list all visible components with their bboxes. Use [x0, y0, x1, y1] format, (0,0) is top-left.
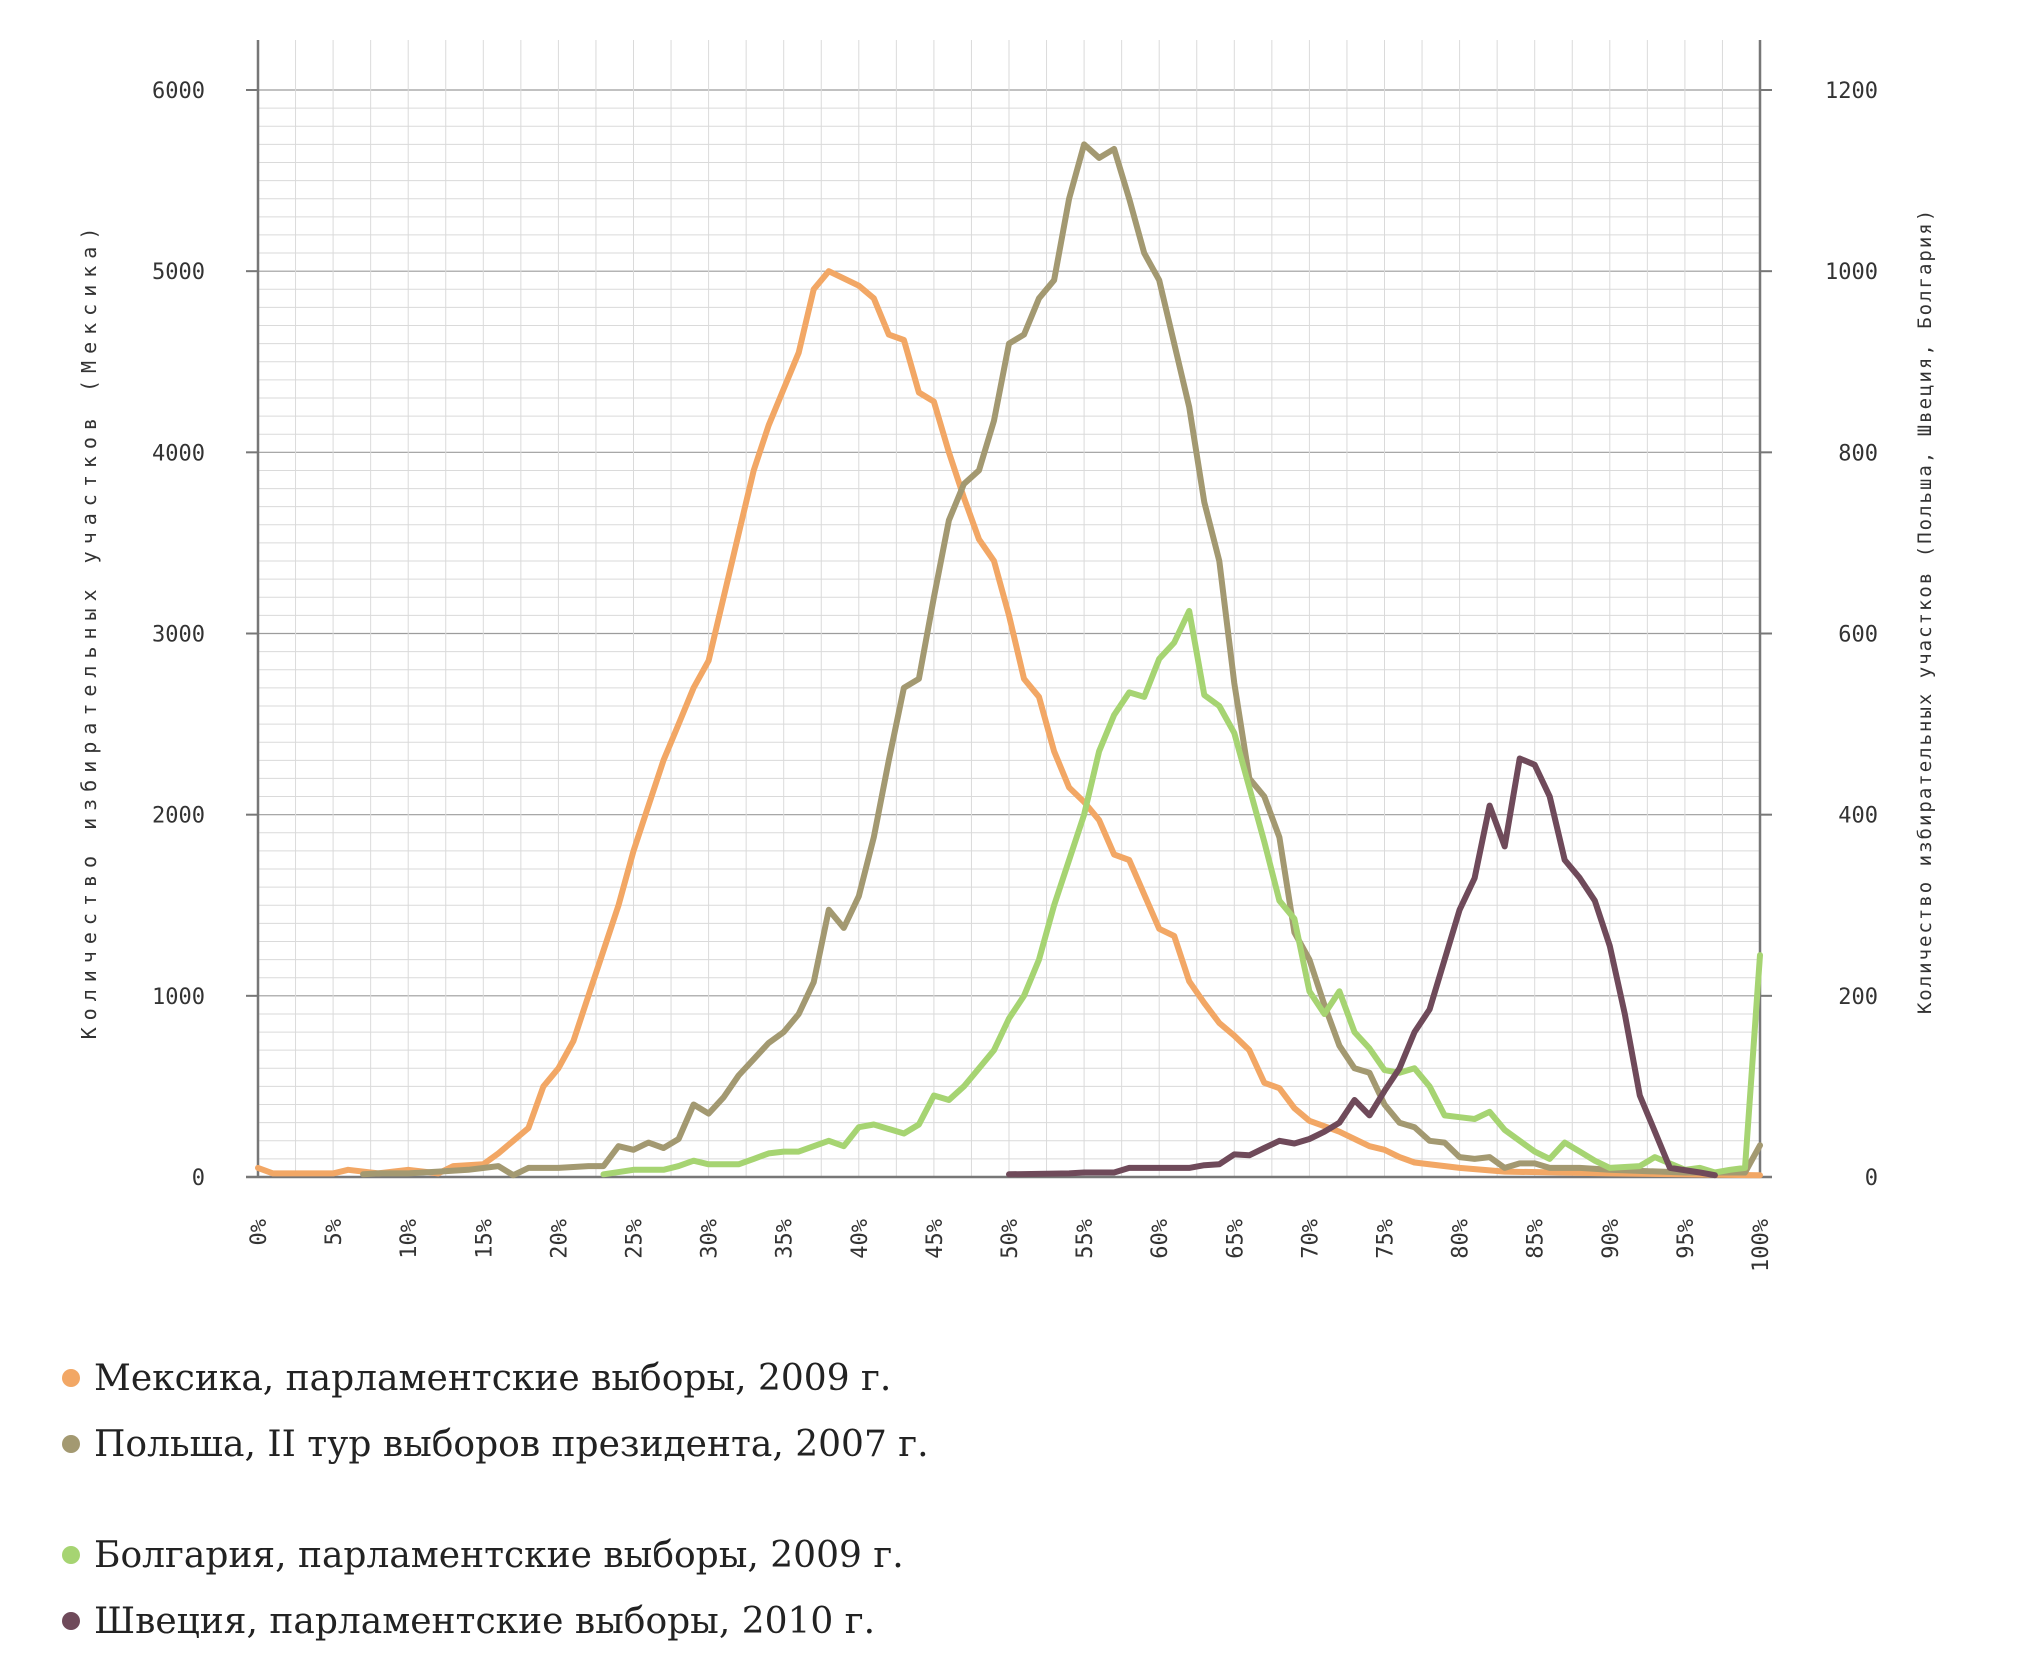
legend-marker [62, 1546, 80, 1564]
y-left-tick-label: 2000 [152, 804, 205, 829]
y-right-tick-label: 400 [1838, 804, 1878, 829]
y-right-tick-label: 200 [1838, 985, 1878, 1010]
x-tick-label: 0% [247, 1219, 272, 1246]
x-tick-label: 75% [1374, 1219, 1399, 1259]
chart-svg: 0 1000 2000 3000 4000 5000 6000 0 200 400 600 800 1… [77, 40, 1936, 1272]
legend-label: Мексика, парламентские выборы, 2009 г. [94, 1357, 892, 1399]
legend-item-poland: Польша, II тур выборов президента, 2007 … [62, 1411, 929, 1477]
series-line-2 [600, 607, 1763, 1178]
legend-item-sweden: Швеция, парламентские выборы, 2010 г. [62, 1588, 929, 1654]
x-tick-label: 90% [1599, 1219, 1624, 1259]
y-left-tick-label: 1000 [152, 985, 205, 1010]
x-tick-label: 85% [1524, 1219, 1549, 1259]
y-right-tick-label: 600 [1838, 623, 1878, 648]
y-left-axis-title: Количество избирательных участков (Мекси… [77, 221, 101, 1040]
series-line-0 [255, 268, 1763, 1179]
y-left-tick-label: 6000 [152, 79, 205, 104]
x-tick-label: 65% [1223, 1219, 1248, 1259]
legend-label: Польша, II тур выборов президента, 2007 … [94, 1423, 929, 1465]
legend-marker [62, 1612, 80, 1630]
grid [257, 40, 1761, 1178]
y-left-tick-label: 5000 [152, 260, 205, 285]
series-lines [255, 141, 1763, 1179]
y-left-tick-label: 4000 [152, 441, 205, 466]
y-left-tick-label: 3000 [152, 623, 205, 648]
series-line-1 [360, 141, 1763, 1179]
x-tick-label: 20% [547, 1219, 572, 1259]
x-tick-label: 25% [623, 1219, 648, 1259]
legend: Мексика, парламентские выборы, 2009 г. П… [62, 1345, 929, 1654]
x-tick-label: 35% [773, 1219, 798, 1259]
legend-marker [62, 1435, 80, 1453]
x-tick-label: 30% [698, 1219, 723, 1259]
x-tick-label: 60% [1148, 1219, 1173, 1259]
x-tick-label: 10% [397, 1219, 422, 1259]
legend-label: Болгария, парламентские выборы, 2009 г. [94, 1534, 904, 1576]
y-left-tick-label: 0 [192, 1166, 205, 1191]
x-tick-label: 40% [848, 1219, 873, 1259]
legend-item-bulgaria: Болгария, парламентские выборы, 2009 г. [62, 1522, 929, 1588]
x-tick-label: 50% [998, 1219, 1023, 1259]
x-tick-label: 55% [1073, 1219, 1098, 1259]
series-line-3 [1006, 755, 1718, 1179]
y-right-axis-title: Количество избирательных участков (Польш… [1914, 208, 1936, 1014]
legend-item-mexico: Мексика, парламентские выборы, 2009 г. [62, 1345, 929, 1411]
x-tick-label: 15% [472, 1219, 497, 1259]
y-right-tick-label: 1000 [1825, 260, 1878, 285]
y-right-tick-label: 0 [1865, 1166, 1878, 1191]
x-tick-label: 5% [322, 1219, 347, 1246]
legend-marker [62, 1369, 80, 1387]
y-right-tick-label: 800 [1838, 441, 1878, 466]
x-tick-label: 45% [923, 1219, 948, 1259]
legend-label: Швеция, парламентские выборы, 2010 г. [94, 1600, 876, 1642]
x-tick-label: 95% [1674, 1219, 1699, 1259]
x-tick-labels: 0% 5% 10% 15% 20% 25% 30% 35% 40% 45% 50% 55% 60% 65%… [247, 1219, 1774, 1272]
y-left-tick-labels: 0 1000 2000 3000 4000 5000 6000 [152, 79, 258, 1191]
y-right-tick-label: 1200 [1825, 79, 1878, 104]
y-right-tick-labels: 0 200 400 600 800 1000 1200 [1760, 79, 1878, 1191]
x-tick-label: 70% [1298, 1219, 1323, 1259]
x-tick-label: 100% [1749, 1219, 1774, 1272]
x-tick-label: 80% [1449, 1219, 1474, 1259]
